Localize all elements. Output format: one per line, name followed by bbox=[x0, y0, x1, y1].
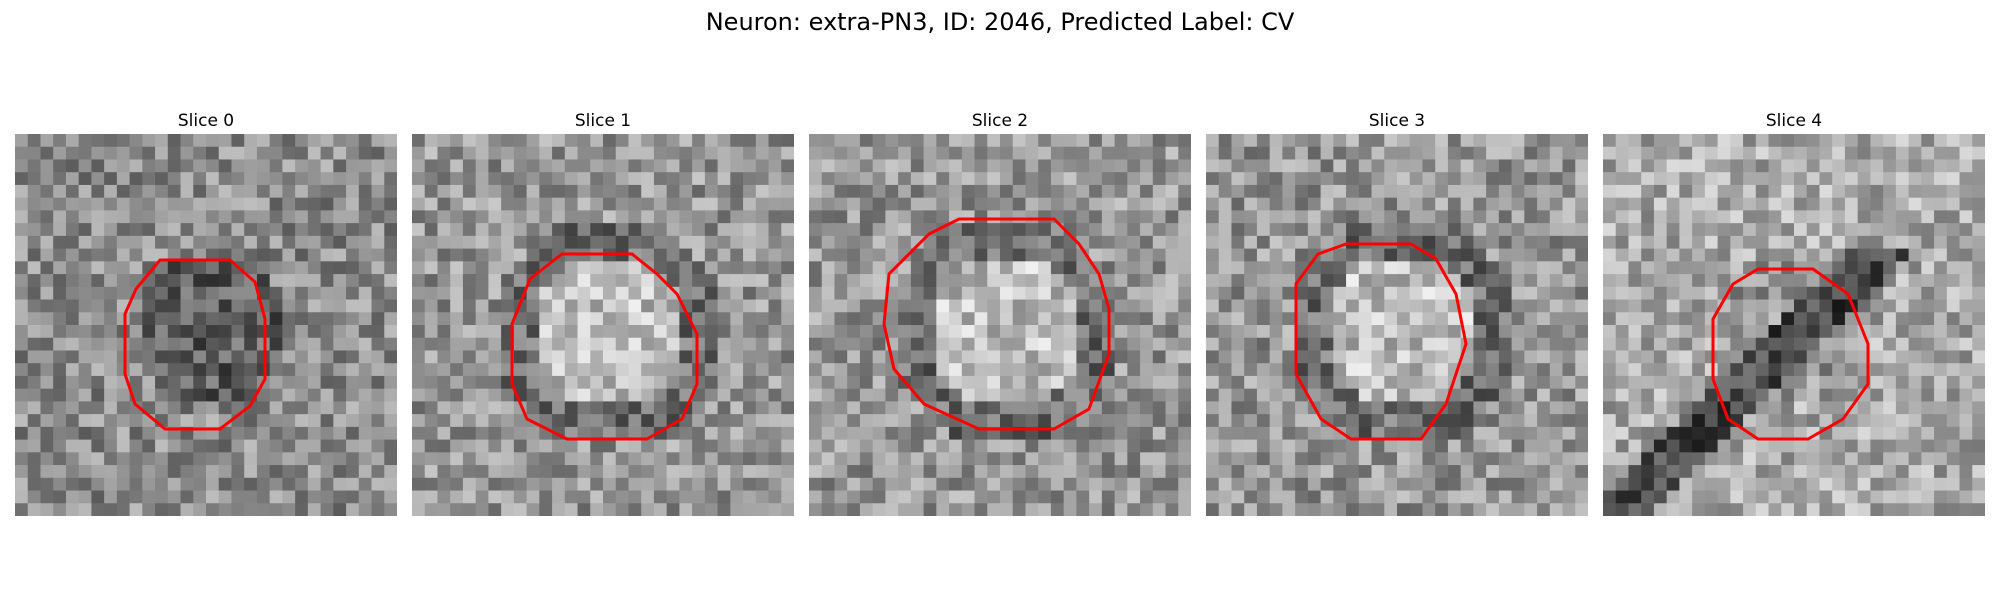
slice-image-2 bbox=[809, 134, 1191, 516]
roi-contour-1 bbox=[510, 252, 699, 441]
figure-title: Neuron: extra-PN3, ID: 2046, Predicted L… bbox=[705, 8, 1295, 36]
slice-panel-1: Slice 1 bbox=[412, 108, 794, 516]
slice-image-3 bbox=[1206, 134, 1588, 516]
roi-contour-2 bbox=[882, 217, 1111, 431]
slice-title-2: Slice 2 bbox=[971, 111, 1029, 131]
slice-panel-0: Slice 0 bbox=[15, 108, 397, 516]
slice-title-3: Slice 3 bbox=[1368, 111, 1426, 131]
slice-panel-2: Slice 2 bbox=[809, 108, 1191, 516]
slice-panel-4: Slice 4 bbox=[1603, 108, 1985, 516]
roi-contour-3 bbox=[1294, 242, 1468, 441]
slice-title-1: Slice 1 bbox=[574, 111, 632, 131]
slice-title-0: Slice 0 bbox=[177, 111, 235, 131]
slice-image-0 bbox=[15, 134, 397, 516]
roi-contour-0 bbox=[123, 258, 267, 431]
slice-title-4: Slice 4 bbox=[1765, 111, 1823, 131]
roi-contour-4 bbox=[1711, 267, 1870, 441]
slice-panel-3: Slice 3 bbox=[1206, 108, 1588, 516]
slice-image-4 bbox=[1603, 134, 1985, 516]
slice-image-1 bbox=[412, 134, 794, 516]
